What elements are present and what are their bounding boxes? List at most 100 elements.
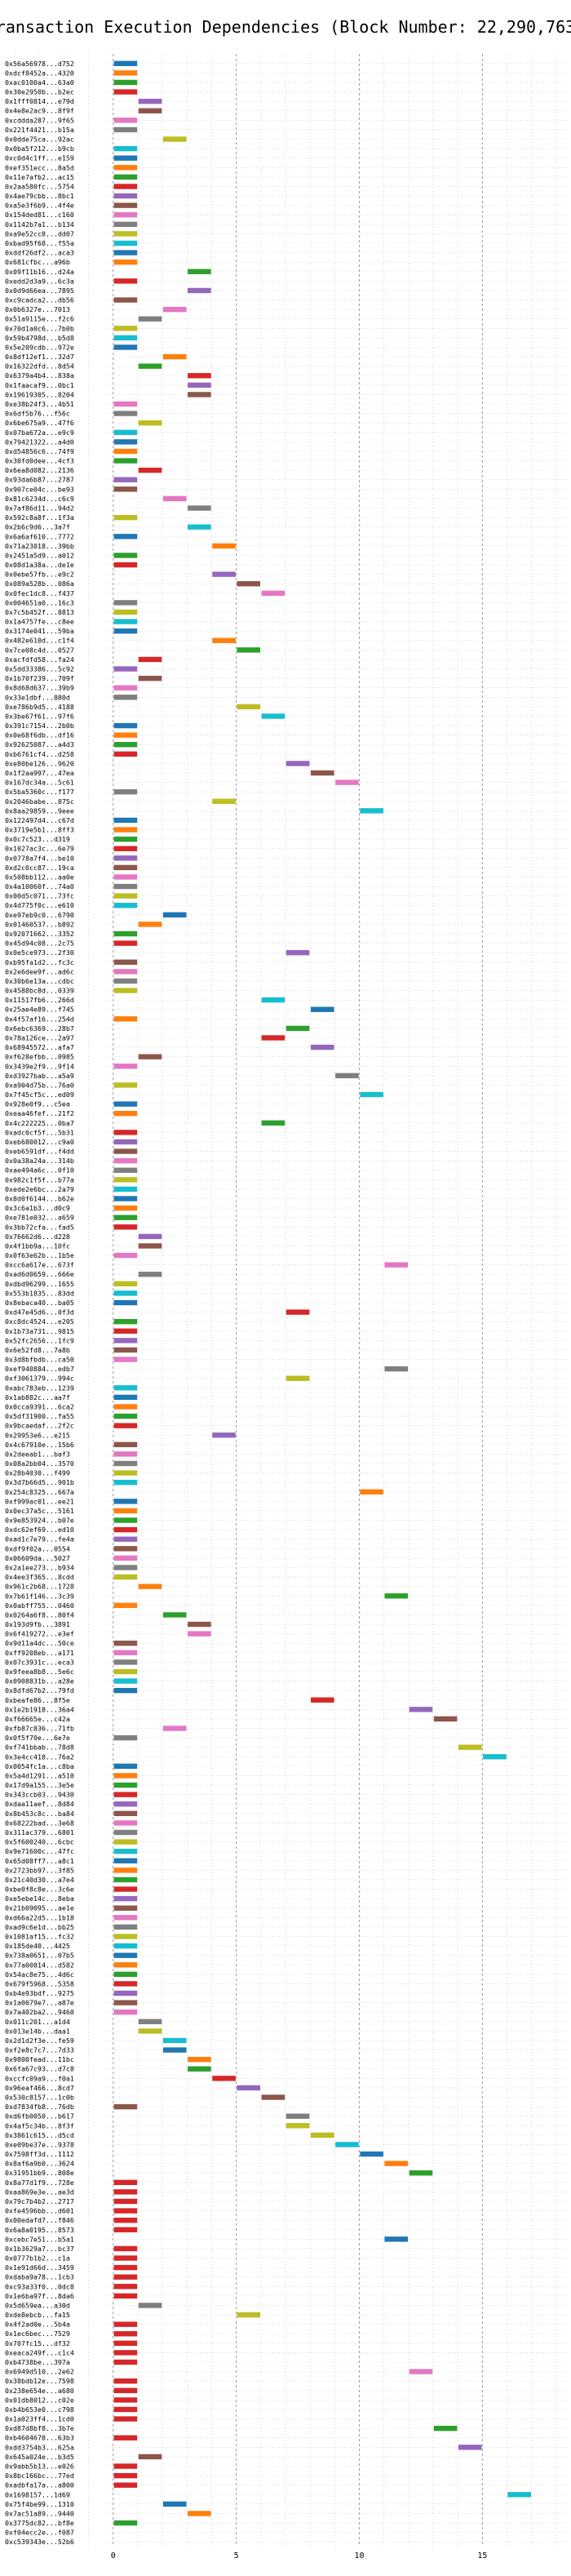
transaction-label: 0x0a38a24a...314b bbox=[5, 1157, 74, 1165]
transaction-label: 0x2451a5d9...a012 bbox=[5, 551, 74, 559]
execution-bar bbox=[113, 1934, 138, 1939]
execution-bar bbox=[113, 685, 138, 691]
transaction-label: 0x29953e6...e215 bbox=[5, 1431, 70, 1439]
execution-bar bbox=[113, 1186, 138, 1193]
execution-bar bbox=[409, 1707, 433, 1712]
execution-bar bbox=[433, 2425, 458, 2432]
transaction-label: 0xc8dc4524...e205 bbox=[5, 1317, 74, 1326]
transaction-label: 0x0054fc1a...c8ba bbox=[5, 1762, 74, 1770]
execution-bar bbox=[212, 2076, 236, 2081]
transaction-label: 0x0ba5f212...b9cb bbox=[5, 144, 74, 153]
transaction-label: 0x07ba672a...e9c9 bbox=[5, 429, 74, 437]
execution-bar bbox=[162, 306, 187, 313]
transaction-label: 0x343ccb03...9430 bbox=[5, 1791, 74, 1799]
transaction-label: 0x01460537...b892 bbox=[5, 920, 74, 928]
execution-bar bbox=[162, 2047, 187, 2053]
transaction-label: 0xc0d4c1ff...e159 bbox=[5, 154, 74, 162]
transaction-label: 0x00d5c071...73fc bbox=[5, 892, 74, 900]
transaction-label: 0x4f1bb9a...10fc bbox=[5, 1241, 70, 1250]
transaction-label: 0x96eaf466...8cd7 bbox=[5, 2084, 74, 2092]
execution-bar bbox=[113, 2340, 138, 2347]
execution-bar bbox=[113, 2179, 138, 2185]
transaction-label: 0x6fa67c93...d7c8 bbox=[5, 2065, 74, 2073]
execution-bar bbox=[113, 1252, 138, 1259]
transaction-label: 0x982c1f5f...b77a bbox=[5, 1175, 74, 1184]
execution-bar bbox=[113, 1915, 138, 1921]
transaction-label: 0xdf9f02a...0554 bbox=[5, 1544, 70, 1552]
transaction-label: 0xdaba9a78...1cb3 bbox=[5, 2273, 74, 2281]
transaction-label: 0x0ec37a5c...5161 bbox=[5, 1507, 74, 1515]
transaction-label: 0x93da6b87...2787 bbox=[5, 476, 74, 484]
execution-bar bbox=[113, 988, 138, 993]
transaction-label: 0xad6d0659...666e bbox=[5, 1270, 74, 1278]
execution-bar bbox=[335, 1073, 359, 1079]
execution-bar bbox=[409, 2369, 433, 2374]
transaction-label: 0xddf26df2...aca3 bbox=[5, 249, 74, 257]
transaction-label: 0x75f4be99...1310 bbox=[5, 2500, 74, 2508]
transaction-label: 0x2b6c9d6...3a7f bbox=[5, 523, 70, 531]
execution-bar bbox=[113, 562, 138, 568]
execution-bar bbox=[113, 1404, 138, 1410]
grid-layer bbox=[14, 54, 568, 2547]
transaction-label: 0xeaca249f...c1c4 bbox=[5, 2348, 74, 2356]
transaction-label: 0x6379a4b4...838a bbox=[5, 371, 74, 380]
transaction-label: 0xef351ecc...8a5d bbox=[5, 163, 74, 171]
transaction-label: 0x16322dfd...8d54 bbox=[5, 362, 74, 371]
transaction-label: 0x4f2ad0e...5b4a bbox=[5, 2321, 70, 2329]
execution-bar bbox=[113, 1347, 138, 1353]
execution-bar bbox=[113, 959, 138, 965]
execution-bar bbox=[113, 534, 138, 540]
transaction-label: 0x3861c615...d5cd bbox=[5, 2131, 74, 2139]
execution-bar bbox=[310, 770, 334, 776]
transaction-label: 0xd6fb0050...b617 bbox=[5, 2112, 74, 2121]
transaction-label: 0x4a10060f...74a0 bbox=[5, 882, 74, 890]
transaction-label: 0xccfc09a9...f0a1 bbox=[5, 2074, 74, 2082]
transaction-label: 0x4d775f0c...e610 bbox=[5, 901, 74, 909]
execution-bar bbox=[113, 297, 138, 303]
execution-bar bbox=[113, 2359, 138, 2365]
transaction-label: 0xff9208eb...a171 bbox=[5, 1649, 74, 1657]
execution-bar bbox=[113, 1829, 138, 1836]
execution-bar bbox=[384, 1262, 409, 1268]
execution-bar bbox=[113, 1357, 138, 1362]
execution-bar bbox=[113, 1196, 138, 1201]
transaction-label: 0xcebc7e51...b5a1 bbox=[5, 2235, 74, 2243]
execution-bar bbox=[384, 1593, 409, 1599]
transaction-label: 0x6e52fd8...7a8b bbox=[5, 1346, 70, 1354]
execution-bar bbox=[113, 486, 138, 492]
transaction-label: 0xdc62ef69...ed10 bbox=[5, 1526, 74, 1534]
transaction-label: 0x311ac379...6801 bbox=[5, 1828, 74, 1837]
transaction-label: 0xf628efbb...0985 bbox=[5, 1053, 74, 1061]
transaction-label: 0x185de40...4425 bbox=[5, 1942, 70, 1950]
transaction-label: 0x52fc2656...1fc9 bbox=[5, 1336, 74, 1344]
execution-bar bbox=[113, 1801, 138, 1807]
transaction-label: 0x1e6ba97f...8da6 bbox=[5, 2292, 74, 2300]
transaction-label: 0x45d94c08...2c75 bbox=[5, 939, 74, 948]
execution-bar bbox=[113, 1016, 138, 1022]
execution-bar bbox=[113, 145, 138, 152]
execution-bar bbox=[113, 2397, 138, 2403]
execution-bar bbox=[113, 609, 138, 615]
execution-bar bbox=[212, 637, 236, 643]
execution-bar bbox=[113, 1763, 138, 1770]
execution-bar bbox=[113, 2406, 138, 2413]
execution-bar bbox=[113, 118, 138, 123]
transaction-label: 0x7b61f146...3c39 bbox=[5, 1592, 74, 1600]
transaction-label: 0x92625087...a4d3 bbox=[5, 740, 74, 748]
transaction-label: 0x2046babe...875c bbox=[5, 797, 74, 806]
transaction-label: 0x21b09095...ae1e bbox=[5, 1904, 74, 1912]
execution-bar bbox=[138, 1583, 162, 1589]
execution-bar bbox=[113, 344, 138, 350]
execution-bar bbox=[188, 505, 211, 511]
transaction-label: 0x08a2bb04...3570 bbox=[5, 1459, 74, 1468]
execution-bar bbox=[138, 1272, 162, 1277]
execution-bar bbox=[113, 722, 138, 729]
transaction-label: 0x01db8012...c02e bbox=[5, 2396, 74, 2404]
transaction-label: 0xbe0f8c8e...3c6e bbox=[5, 1885, 74, 1894]
execution-bar bbox=[113, 1299, 138, 1306]
transaction-label: 0x8af6a9b0...3624 bbox=[5, 2160, 74, 2168]
transaction-label: 0x8d0f6144...b62e bbox=[5, 1195, 74, 1203]
execution-bar bbox=[113, 1139, 138, 1145]
transaction-label: 0x7ac51a89...9440 bbox=[5, 2509, 74, 2517]
transaction-label: 0xf999ac01...ee21 bbox=[5, 1497, 74, 1505]
